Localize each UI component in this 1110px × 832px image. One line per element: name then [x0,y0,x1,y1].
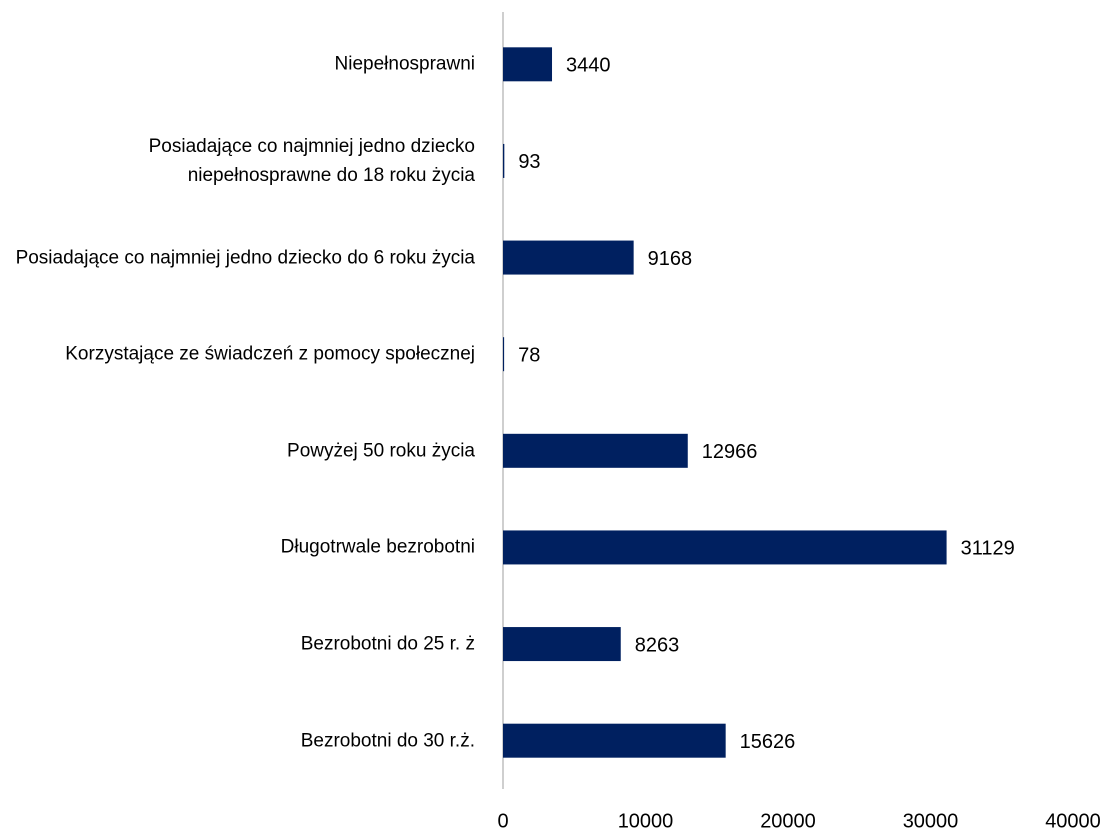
bar [503,723,726,758]
y-tick-label: Posiadające co najmniej jedno dziecko ni… [148,135,475,186]
x-tick-label: 20000 [760,810,816,832]
data-label: 9168 [648,248,693,270]
data-label: 8263 [635,634,680,656]
y-tick-label: Posiadające co najmniej jedno dziecko do… [15,247,475,269]
y-tick-label: Bezrobotni do 30 r.ż. [300,730,475,752]
bar [503,530,947,565]
y-tick-label: Niepełnosprawni [334,53,475,75]
data-label: 15626 [740,731,796,753]
x-tick-label: 40000 [1045,810,1101,832]
bar [503,240,634,275]
data-label: 78 [518,344,540,366]
bar [503,433,688,468]
bar [503,143,505,178]
x-tick-label: 30000 [903,810,959,832]
data-label: 3440 [566,55,611,77]
data-label: 31129 [961,538,1015,560]
data-label: 93 [518,151,540,173]
data-label: 12966 [702,441,758,463]
x-tick-label: 0 [497,810,508,832]
y-tick-label: Korzystające ze świadczeń z pomocy społe… [65,343,475,365]
bar [503,47,553,82]
bar [503,627,621,662]
x-tick-label: 10000 [618,810,674,832]
bar [503,337,505,372]
y-tick-label: Powyżej 50 roku życia [287,440,475,462]
y-tick-label: Długotrwale bezrobotni [280,536,475,558]
y-tick-label: Bezrobotni do 25 r. ż [300,633,475,655]
